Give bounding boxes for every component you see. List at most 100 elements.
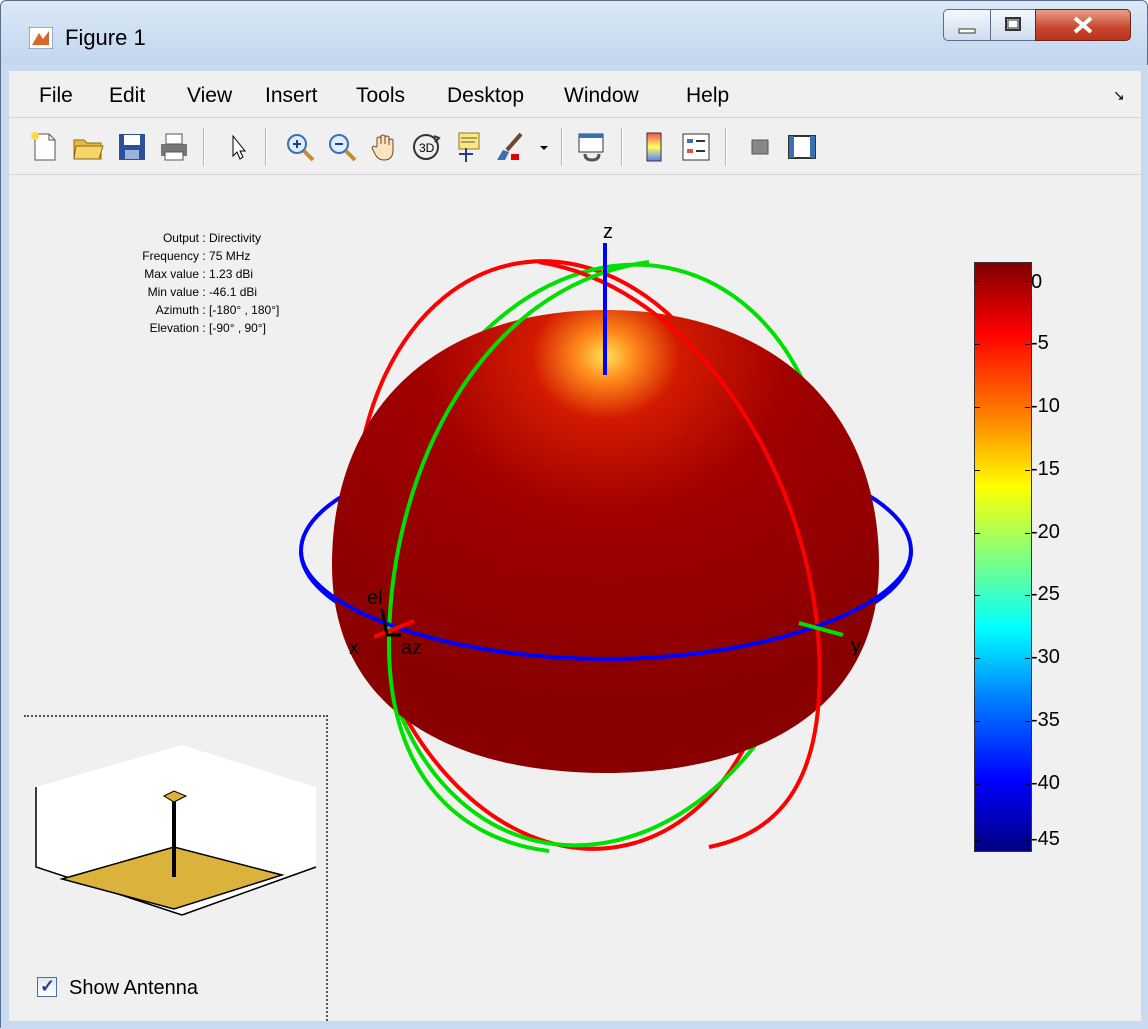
menu-tools[interactable]: Tools <box>356 84 406 107</box>
info-value: 75 MHz <box>209 249 251 263</box>
ring-xy-front <box>299 550 913 662</box>
edit-plot-icon[interactable] <box>221 130 255 164</box>
menu-insert[interactable]: Insert <box>265 84 318 107</box>
menu-help[interactable]: Help <box>686 84 730 107</box>
info-row-elevation: Elevation : [-90° , 90°] <box>109 319 279 337</box>
dock-arrow-icon[interactable]: ↘ <box>1113 87 1125 103</box>
colorbar-tick-label: -15 <box>1031 458 1060 480</box>
info-value: Directivity <box>209 231 262 245</box>
colorbar-tick <box>975 784 980 785</box>
show-antenna-checkbox[interactable]: ✓ <box>37 976 57 997</box>
zoom-out-icon[interactable] <box>325 130 359 164</box>
brush-dropdown-icon[interactable] <box>535 130 553 164</box>
close-icon <box>1073 16 1093 34</box>
minimize-button[interactable] <box>943 9 991 41</box>
insert-legend-icon[interactable] <box>679 130 713 164</box>
colorbar-tick <box>1025 595 1030 596</box>
az-el-marker <box>380 608 401 637</box>
menu-view[interactable]: View <box>187 84 233 107</box>
menu-edit[interactable]: Edit <box>109 84 146 107</box>
title-bar[interactable]: Figure 1 <box>1 1 1147 65</box>
figure-canvas[interactable]: Output : Directivity Frequency : 75 MHz … <box>9 175 1141 1021</box>
colorbar-tick <box>1025 344 1030 345</box>
pan-hand-icon[interactable] <box>367 130 401 164</box>
y-axis-line <box>798 621 844 637</box>
info-key: Elevation <box>149 321 199 335</box>
ring-xz-front <box>538 260 822 849</box>
svg-text:3D: 3D <box>419 141 435 155</box>
brush-icon[interactable] <box>493 130 527 164</box>
toolbar-separator <box>265 128 267 166</box>
toolbar: 3D <box>9 118 1141 175</box>
rotate-3d-icon[interactable]: 3D <box>409 130 443 164</box>
checkmark-icon: ✓ <box>40 976 56 996</box>
menu-bar: File Edit View Insert Tools Desktop Wind… <box>9 71 1141 118</box>
insert-colorbar-icon[interactable] <box>637 130 671 164</box>
antenna-preview-panel <box>24 715 328 1021</box>
colorbar-tick <box>1025 840 1030 841</box>
colorbar[interactable] <box>974 262 1032 852</box>
toolbar-separator <box>725 128 727 166</box>
info-value: [-180° , 180°] <box>209 303 280 317</box>
info-key: Min value <box>147 285 199 299</box>
z-axis-label: z <box>603 221 613 243</box>
radiation-pattern-plot[interactable] <box>9 175 969 875</box>
info-row-azimuth: Azimuth : [-180° , 180°] <box>109 301 280 319</box>
el-axis-label: el <box>367 587 383 609</box>
hide-plot-tools-icon[interactable] <box>743 130 777 164</box>
colorbar-tick <box>1025 281 1030 282</box>
menu-desktop[interactable]: Desktop <box>447 84 525 107</box>
menu-window[interactable]: Window <box>564 84 639 107</box>
info-key: Output <box>162 231 199 245</box>
data-cursor-icon[interactable] <box>451 130 485 164</box>
zoom-in-icon[interactable] <box>283 130 317 164</box>
x-axis-label: x <box>349 637 359 659</box>
y-axis-label: y <box>851 635 861 657</box>
colorbar-tick-label: -20 <box>1031 521 1060 543</box>
open-file-icon[interactable] <box>71 130 105 164</box>
x-axis-line <box>373 619 415 639</box>
az-axis-label: az <box>401 637 423 659</box>
toolbar-separator <box>621 128 623 166</box>
new-figure-icon[interactable] <box>27 130 61 164</box>
menu-file[interactable]: File <box>39 84 73 107</box>
colorbar-tick-label: 0 <box>1031 271 1043 293</box>
colorbar-tick <box>1025 784 1030 785</box>
colorbar-tick <box>975 840 980 841</box>
colorbar-tick-label: -25 <box>1031 583 1060 605</box>
info-row-min-value: Min value : -46.1 dBi <box>109 283 279 301</box>
info-row-frequency: Frequency : 75 MHz <box>109 247 279 265</box>
window-frame-bottom <box>1 1021 1148 1029</box>
show-antenna-label[interactable]: Show Antenna <box>69 977 198 999</box>
colorbar-tick <box>975 595 980 596</box>
colorbar-tick <box>975 407 980 408</box>
colorbar-tick <box>975 533 980 534</box>
colorbar-tick <box>975 281 980 282</box>
info-value: [-90° , 90°] <box>209 321 266 335</box>
info-key: Max value <box>144 267 199 281</box>
link-plot-icon[interactable] <box>575 130 609 164</box>
colorbar-tick <box>1025 407 1030 408</box>
matlab-figure-icon <box>29 27 53 49</box>
info-key: Azimuth <box>155 303 199 317</box>
close-button[interactable] <box>1035 9 1131 41</box>
colorbar-tick-label: -35 <box>1031 709 1060 731</box>
window-frame-right <box>1141 65 1148 1029</box>
colorbar-tick-label: -5 <box>1031 332 1049 354</box>
colorbar-tick <box>975 344 980 345</box>
info-value: 1.23 dBi <box>209 267 254 281</box>
directivity-surface <box>332 310 879 773</box>
window-title: Figure 1 <box>65 25 146 50</box>
save-icon[interactable] <box>115 130 149 164</box>
monopole-antenna-icon <box>35 745 317 916</box>
colorbar-tick-label: -10 <box>1031 395 1060 417</box>
info-value: -46.1 dBi <box>209 285 258 299</box>
colorbar-tick-label: -45 <box>1031 828 1060 850</box>
colorbar-tick-label: -40 <box>1031 772 1060 794</box>
show-plot-tools-icon[interactable] <box>785 130 819 164</box>
print-icon[interactable] <box>157 130 191 164</box>
restore-icon <box>1005 17 1021 31</box>
minimize-icon <box>958 28 976 34</box>
maximize-button[interactable] <box>990 9 1036 41</box>
